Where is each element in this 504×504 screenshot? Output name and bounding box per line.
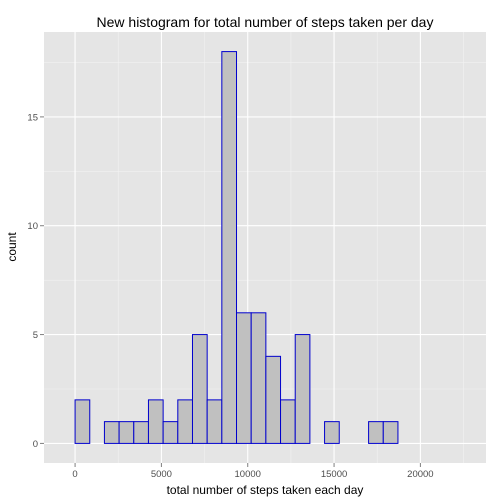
y-tick-label: 5 — [33, 330, 38, 341]
y-tick-label: 15 — [27, 112, 38, 123]
histogram-bar — [191, 334, 208, 444]
x-axis-title: total number of steps taken each day — [167, 483, 364, 497]
histogram-bar — [250, 312, 267, 444]
histogram-bar — [206, 399, 223, 444]
y-axis: 0 5 10 15 — [27, 112, 44, 450]
y-tick-label: 10 — [27, 221, 38, 232]
histogram-bar — [74, 399, 91, 444]
histogram-bar — [382, 421, 399, 444]
histogram-bar — [265, 355, 282, 444]
x-axis: 0 5000 10000 15000 20000 — [72, 463, 434, 480]
histogram-bars — [74, 51, 399, 444]
histogram-bar — [103, 421, 120, 444]
histogram-bar — [133, 421, 149, 444]
histogram-bar — [118, 421, 135, 444]
x-tick-label: 20000 — [407, 469, 433, 480]
histogram-bar — [177, 399, 193, 444]
x-tick-label: 0 — [72, 469, 77, 480]
histogram-bar — [280, 399, 296, 444]
x-tick-label: 15000 — [321, 469, 347, 480]
chart-title: New histogram for total number of steps … — [97, 14, 434, 30]
histogram-bar — [324, 421, 340, 444]
histogram-bar — [221, 51, 238, 444]
histogram-bar — [147, 399, 164, 444]
histogram-bar — [368, 421, 384, 444]
x-tick-label: 5000 — [151, 469, 172, 480]
histogram-bar — [236, 312, 252, 444]
y-tick-label: 0 — [33, 439, 38, 450]
x-tick-label: 10000 — [235, 469, 261, 480]
y-axis-title: count — [5, 232, 19, 262]
histogram-bar — [294, 334, 311, 444]
histogram-bar — [162, 421, 179, 444]
